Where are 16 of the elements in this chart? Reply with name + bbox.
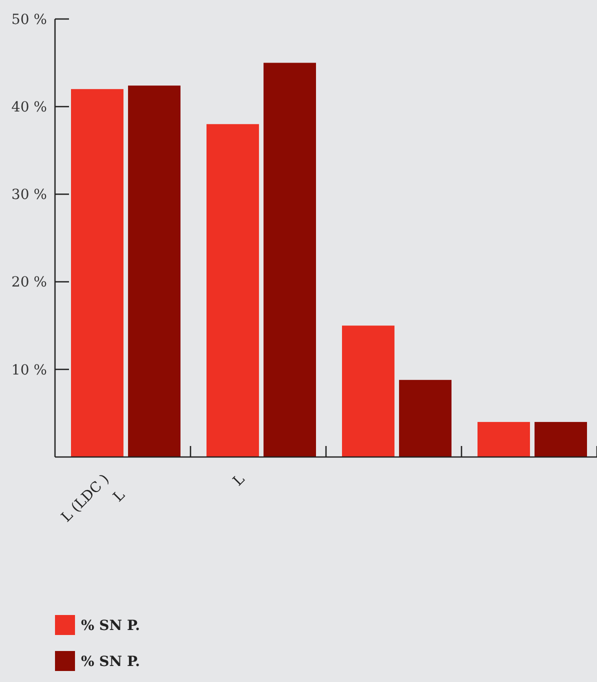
- bar: [206, 124, 259, 457]
- bar: [399, 380, 452, 457]
- bar: [128, 86, 180, 457]
- bar: [71, 89, 124, 457]
- y-tick-label: 10 %: [11, 362, 47, 378]
- bar: [478, 422, 530, 457]
- y-tick-label: 20 %: [11, 274, 47, 291]
- legend-label: % SN P.: [81, 654, 140, 670]
- y-tick-label: 50 %: [11, 12, 47, 28]
- x-tick-label: L: [230, 471, 248, 490]
- y-tick-label: 40 %: [11, 100, 47, 116]
- y-tick-label: 30 %: [11, 187, 47, 204]
- legend-label: % SN P.: [81, 618, 140, 634]
- bar: [342, 326, 394, 457]
- bar: [534, 422, 587, 457]
- bar: [264, 62, 316, 457]
